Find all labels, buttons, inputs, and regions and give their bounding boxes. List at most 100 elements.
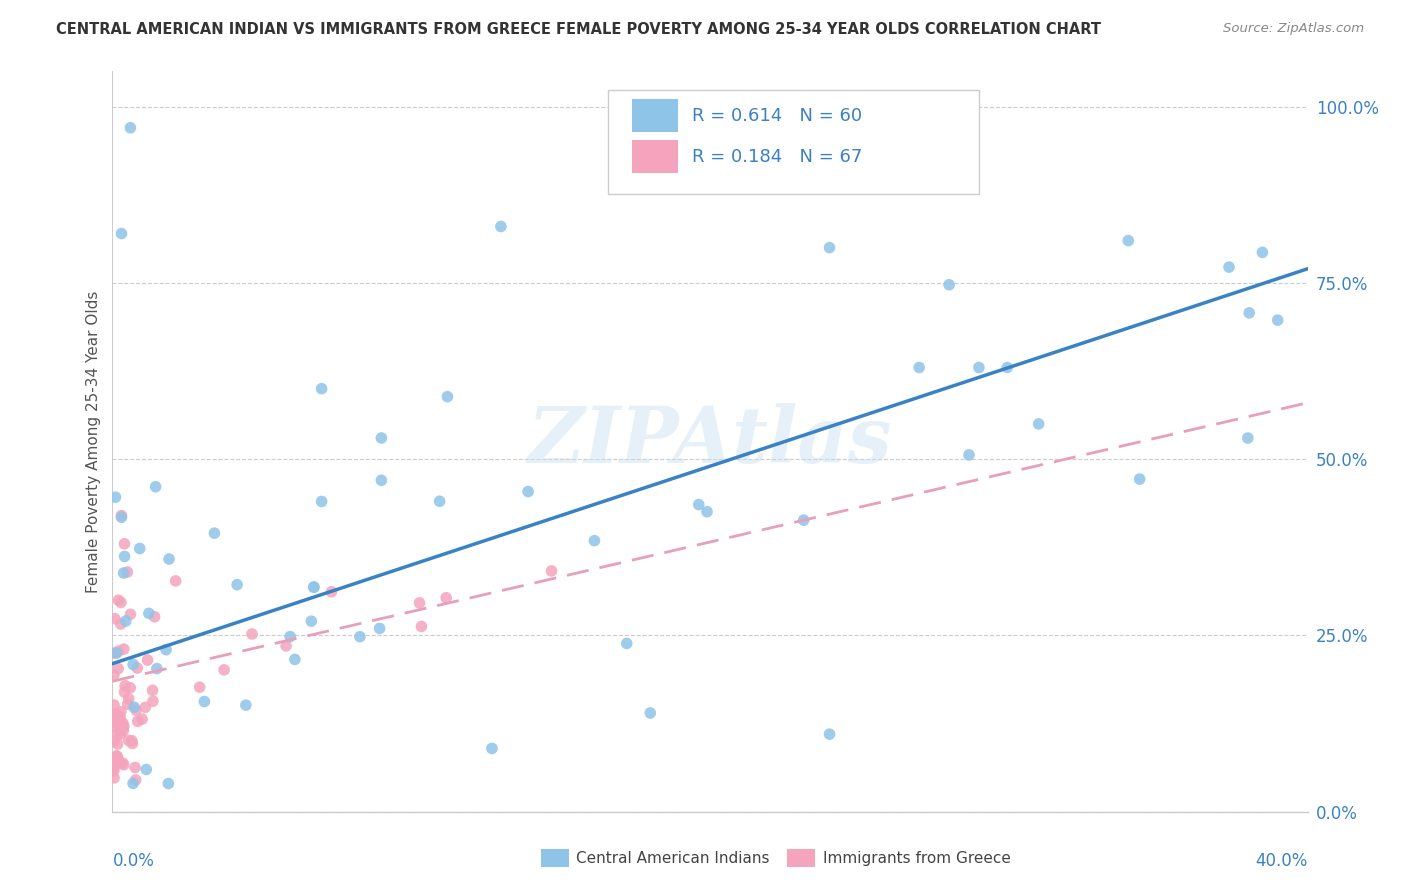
Point	[110, 617, 132, 632]
Point	[226, 577, 249, 591]
Point	[107, 593, 129, 607]
Text: R = 0.614   N = 60: R = 0.614 N = 60	[692, 107, 862, 125]
Point	[165, 574, 187, 588]
Point	[429, 494, 451, 508]
Point	[436, 390, 458, 404]
Point	[111, 716, 134, 731]
Point	[103, 707, 125, 722]
Point	[114, 537, 135, 551]
Point	[278, 630, 301, 644]
Point	[157, 776, 180, 790]
Point	[120, 607, 142, 622]
Point	[146, 662, 169, 676]
Point	[103, 764, 125, 778]
Text: CENTRAL AMERICAN INDIAN VS IMMIGRANTS FROM GREECE FEMALE POVERTY AMONG 25-34 YEA: CENTRAL AMERICAN INDIAN VS IMMIGRANTS FR…	[56, 22, 1101, 37]
FancyBboxPatch shape	[609, 90, 979, 194]
Point	[103, 771, 125, 785]
Point	[125, 703, 148, 717]
Point	[142, 694, 165, 708]
Point	[212, 663, 235, 677]
Point	[110, 510, 132, 524]
Text: Central American Indians: Central American Indians	[576, 851, 770, 865]
Text: 40.0%: 40.0%	[1256, 853, 1308, 871]
Point	[134, 700, 156, 714]
Point	[114, 685, 136, 699]
Point	[121, 736, 143, 750]
Point	[1028, 417, 1050, 431]
Point	[104, 709, 127, 723]
Point	[274, 639, 297, 653]
Point	[583, 533, 606, 548]
Point	[105, 727, 128, 741]
Point	[818, 241, 841, 255]
Point	[103, 668, 125, 682]
Point	[127, 661, 149, 675]
Point	[107, 756, 129, 770]
Point	[302, 580, 325, 594]
Point	[107, 717, 129, 731]
Point	[104, 712, 127, 726]
Point	[114, 549, 136, 564]
Point	[311, 494, 333, 508]
Point	[957, 448, 980, 462]
Point	[105, 646, 128, 660]
Y-axis label: Female Poverty Among 25-34 Year Olds: Female Poverty Among 25-34 Year Olds	[86, 291, 101, 592]
Point	[302, 581, 325, 595]
Point	[540, 564, 562, 578]
Point	[108, 710, 131, 724]
Text: ZIPAtlas: ZIPAtlas	[527, 403, 893, 480]
Point	[311, 382, 333, 396]
Point	[110, 595, 132, 609]
Point	[111, 756, 134, 770]
Point	[793, 513, 815, 527]
Point	[370, 473, 392, 487]
Point	[481, 741, 503, 756]
Point	[103, 720, 125, 734]
Point	[110, 705, 132, 719]
Point	[114, 614, 136, 628]
Point	[118, 733, 141, 747]
Point	[117, 698, 139, 712]
Point	[120, 120, 142, 135]
Point	[105, 749, 128, 764]
Point	[131, 712, 153, 726]
Point	[103, 734, 125, 748]
Bar	[633, 99, 678, 132]
Point	[938, 277, 960, 292]
Text: Immigrants from Greece: Immigrants from Greece	[823, 851, 1011, 865]
Point	[284, 652, 307, 666]
Point	[120, 681, 142, 695]
Point	[1118, 234, 1140, 248]
Point	[143, 609, 166, 624]
Point	[112, 566, 135, 580]
Point	[489, 219, 512, 234]
Point	[105, 748, 128, 763]
Point	[103, 646, 125, 660]
Point	[142, 683, 165, 698]
Point	[370, 431, 392, 445]
Point	[135, 763, 157, 777]
Point	[204, 526, 226, 541]
Point	[110, 727, 132, 741]
Point	[616, 636, 638, 650]
Point	[110, 508, 132, 523]
Point	[408, 596, 430, 610]
Point	[110, 227, 132, 241]
Point	[155, 642, 177, 657]
Point	[411, 619, 433, 633]
Point	[235, 698, 257, 712]
Point	[995, 360, 1018, 375]
Point	[112, 642, 135, 657]
Point	[321, 584, 343, 599]
Point	[1237, 431, 1260, 445]
Point	[122, 776, 145, 790]
Point	[124, 772, 146, 787]
Text: 0.0%: 0.0%	[112, 853, 155, 871]
Point	[349, 630, 371, 644]
Point	[967, 360, 990, 375]
Point	[128, 541, 150, 556]
Point	[124, 760, 146, 774]
Point	[103, 761, 125, 775]
Point	[118, 691, 141, 706]
Point	[908, 360, 931, 375]
